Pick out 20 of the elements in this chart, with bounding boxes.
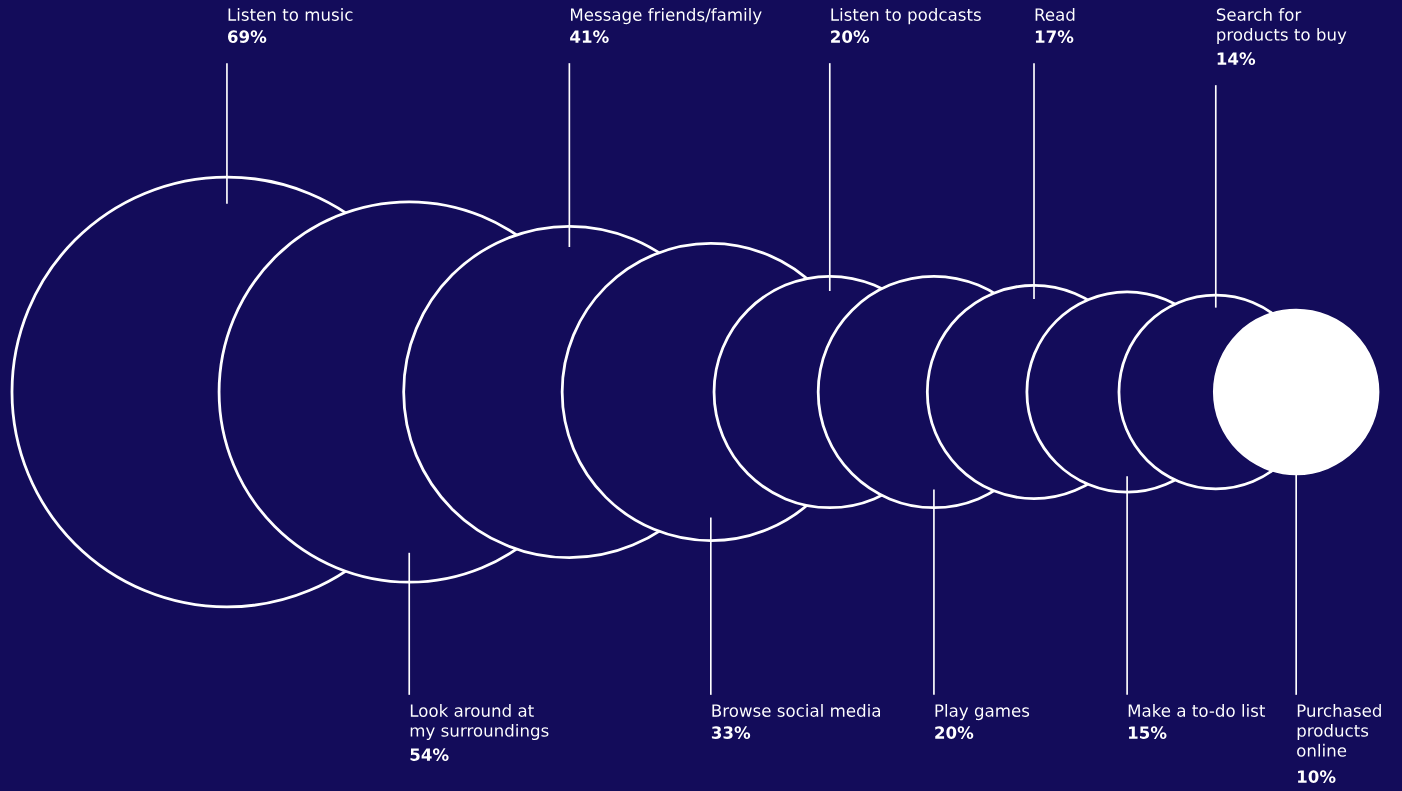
data-label: 20% xyxy=(831,30,870,43)
data-label: 17% xyxy=(1035,30,1074,43)
category-label: Look around at my surroundings xyxy=(410,704,549,741)
category-label: Browse social media xyxy=(712,704,880,717)
data-label: 20% xyxy=(935,726,974,739)
data-label: 69% xyxy=(227,30,267,43)
data-label: 33% xyxy=(711,726,751,739)
data-label: 10% xyxy=(1298,770,1336,783)
category-label: Search for products to buy xyxy=(1216,8,1347,45)
data-label: 41% xyxy=(570,30,609,43)
category-label: Listen to podcasts xyxy=(831,8,981,25)
category-label: Message friends/family xyxy=(570,8,762,25)
category-label: Listen to music xyxy=(228,8,353,21)
data-label: 15% xyxy=(1129,726,1167,739)
category-label: Purchased products online xyxy=(1297,704,1381,757)
data-label: 14% xyxy=(1217,52,1256,65)
category-label: Make a to-do list xyxy=(1128,704,1266,717)
category-label: Play games xyxy=(935,704,1030,721)
category-label: Read xyxy=(1035,8,1075,21)
data-label: 54% xyxy=(410,748,449,761)
